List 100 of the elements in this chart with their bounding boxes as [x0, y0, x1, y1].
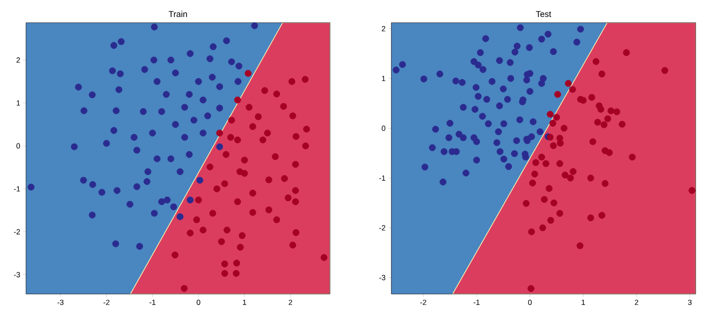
point — [273, 90, 280, 98]
point — [233, 260, 240, 266]
point — [259, 136, 266, 144]
point — [528, 285, 534, 292]
point — [556, 160, 564, 167]
point — [547, 216, 554, 224]
point — [532, 159, 540, 166]
point — [236, 244, 244, 251]
point — [292, 187, 299, 194]
point — [218, 238, 225, 246]
point — [303, 126, 310, 133]
point — [292, 133, 300, 140]
point — [249, 123, 256, 130]
point — [531, 170, 538, 178]
point — [562, 172, 568, 178]
point — [628, 154, 636, 161]
point — [289, 112, 296, 120]
point — [265, 176, 272, 184]
point — [284, 194, 292, 202]
point — [661, 67, 668, 74]
point — [280, 103, 287, 110]
point — [564, 80, 572, 87]
point — [570, 168, 576, 175]
point — [546, 185, 553, 192]
point — [234, 198, 241, 206]
point — [238, 232, 246, 240]
point — [221, 180, 228, 188]
point — [241, 156, 248, 164]
point — [623, 49, 630, 56]
point — [688, 187, 696, 194]
point — [560, 124, 568, 132]
point — [292, 160, 299, 168]
point — [587, 214, 594, 222]
point — [289, 242, 296, 248]
point — [200, 226, 206, 234]
point — [528, 228, 535, 236]
point — [222, 151, 230, 158]
point — [186, 230, 194, 236]
point — [600, 121, 608, 128]
chart-title: Test — [536, 11, 552, 18]
point — [546, 110, 554, 118]
point — [553, 114, 560, 121]
point — [236, 168, 244, 176]
point — [232, 270, 240, 277]
point — [209, 210, 216, 217]
point — [602, 180, 608, 187]
point — [538, 154, 546, 161]
point — [567, 174, 574, 182]
point — [320, 254, 328, 261]
point — [261, 87, 268, 94]
point — [228, 116, 235, 124]
point — [549, 120, 556, 127]
point — [554, 90, 562, 98]
point — [224, 226, 230, 234]
point — [265, 206, 272, 214]
point — [254, 113, 262, 120]
point — [246, 104, 252, 111]
point — [221, 270, 228, 277]
point — [588, 94, 596, 101]
point — [288, 78, 296, 85]
point — [302, 76, 309, 83]
point — [172, 252, 178, 258]
point — [264, 130, 271, 136]
point — [529, 180, 536, 186]
point — [556, 210, 564, 217]
point — [576, 242, 584, 250]
point — [221, 260, 228, 268]
point — [292, 229, 300, 236]
point — [302, 142, 310, 150]
point — [249, 190, 256, 197]
point — [550, 142, 557, 150]
point — [292, 198, 299, 206]
point — [608, 107, 614, 114]
point — [592, 58, 600, 65]
point — [613, 108, 620, 116]
chart-title: Train — [168, 10, 187, 18]
point — [195, 196, 202, 204]
point — [540, 196, 548, 203]
point — [249, 209, 256, 216]
point — [244, 70, 252, 77]
point — [273, 216, 280, 224]
point — [598, 70, 606, 78]
point — [597, 106, 604, 113]
point — [281, 175, 288, 182]
point — [589, 138, 596, 146]
point — [580, 96, 587, 104]
point — [234, 96, 241, 104]
point — [556, 140, 564, 147]
point — [598, 212, 606, 219]
point — [618, 120, 626, 128]
point — [550, 200, 558, 206]
point — [272, 153, 279, 160]
point — [546, 134, 554, 141]
point — [594, 118, 602, 126]
point — [539, 224, 546, 232]
point — [606, 149, 613, 156]
point — [206, 164, 214, 170]
point — [180, 285, 188, 292]
point — [216, 130, 224, 136]
point — [569, 86, 576, 93]
